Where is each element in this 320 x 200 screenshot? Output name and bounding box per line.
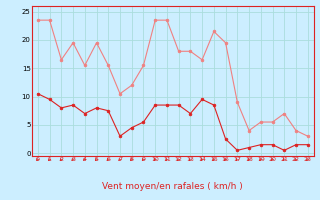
X-axis label: Vent moyen/en rafales ( km/h ): Vent moyen/en rafales ( km/h ) xyxy=(102,182,243,191)
